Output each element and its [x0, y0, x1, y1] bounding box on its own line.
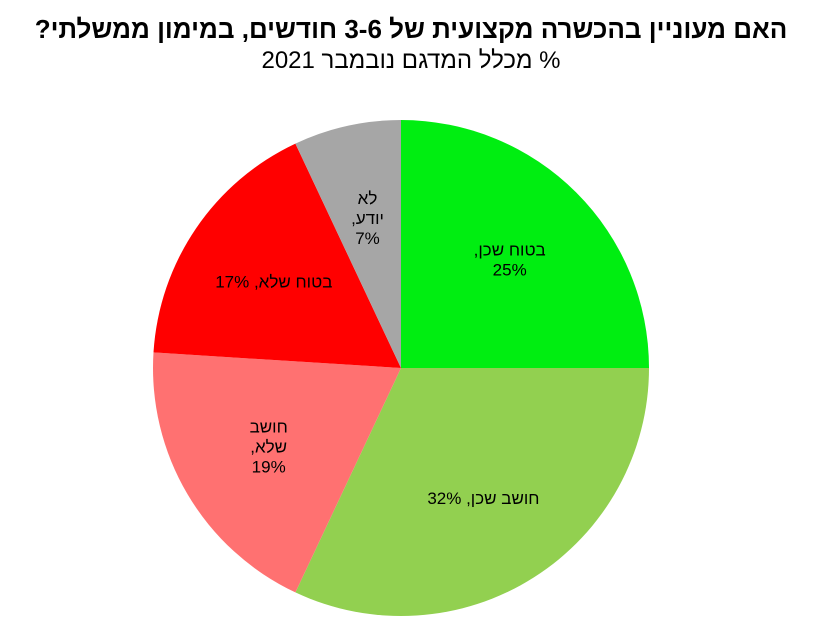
pie-slice-5	[295, 120, 401, 368]
slice-label-3: חושב שלא, 19%	[250, 417, 288, 476]
slice-label-line: חושב	[250, 417, 288, 436]
slice-label-line: יודע,	[351, 209, 384, 228]
chart-title: האם מעוניין בהכשרה מקצועית של 3-6 חודשים…	[34, 14, 788, 44]
slice-label-line: 19%	[252, 457, 286, 476]
pie-slice-1	[401, 120, 649, 368]
slice-label-line: בטוח שכן,	[474, 240, 546, 259]
pie-slice-4	[153, 143, 401, 368]
slice-label-line: 25%	[493, 260, 527, 279]
slice-label-line: חושב שכן, 32%	[427, 489, 539, 508]
slice-label-line: בטוח שלא, 17%	[215, 273, 332, 292]
slice-label-1: בטוח שכן, 25%	[474, 240, 546, 279]
slice-label-line: 7%	[355, 229, 380, 248]
slice-label-line: לא	[358, 189, 378, 208]
chart-subtitle: % מכלל המדגם נובמבר 2021	[261, 47, 561, 74]
slice-label-5: לא יודע, 7%	[351, 189, 384, 248]
slice-label-2: חושב שכן, 32%	[427, 489, 539, 508]
slice-label-4: בטוח שלא, 17%	[215, 273, 332, 292]
slice-label-line: שלא,	[250, 437, 287, 456]
pie-slice-3	[153, 352, 401, 593]
pie-slice-2	[295, 368, 649, 617]
